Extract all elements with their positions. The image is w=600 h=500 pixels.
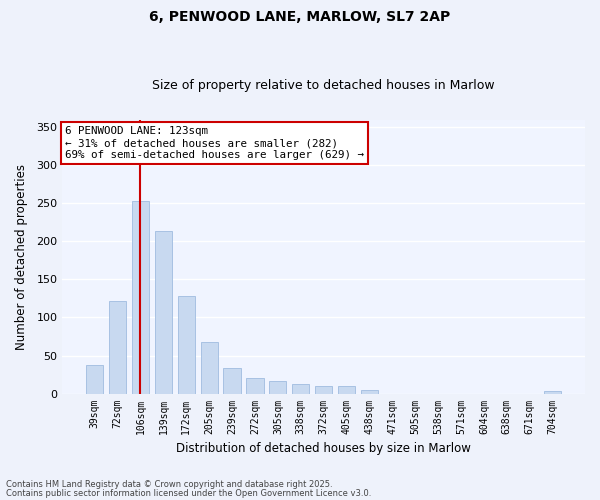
Bar [109,300,126,394]
Bar [132,201,149,394]
Bar [86,364,103,394]
Text: 6 PENWOOD LANE: 123sqm
← 31% of detached houses are smaller (282)
69% of semi-de: 6 PENWOOD LANE: 123sqm ← 31% of detached… [65,126,364,160]
Y-axis label: Number of detached properties: Number of detached properties [15,164,28,350]
Bar [200,342,218,394]
Bar [269,382,286,394]
X-axis label: Distribution of detached houses by size in Marlow: Distribution of detached houses by size … [176,442,471,455]
Bar [155,232,172,394]
Bar [292,384,310,394]
Bar [247,378,263,394]
Text: Contains HM Land Registry data © Crown copyright and database right 2025.: Contains HM Land Registry data © Crown c… [6,480,332,489]
Text: 6, PENWOOD LANE, MARLOW, SL7 2AP: 6, PENWOOD LANE, MARLOW, SL7 2AP [149,10,451,24]
Bar [544,392,561,394]
Bar [223,368,241,394]
Bar [315,386,332,394]
Title: Size of property relative to detached houses in Marlow: Size of property relative to detached ho… [152,79,495,92]
Text: Contains public sector information licensed under the Open Government Licence v3: Contains public sector information licen… [6,488,371,498]
Bar [361,390,378,394]
Bar [178,296,195,394]
Bar [338,386,355,394]
